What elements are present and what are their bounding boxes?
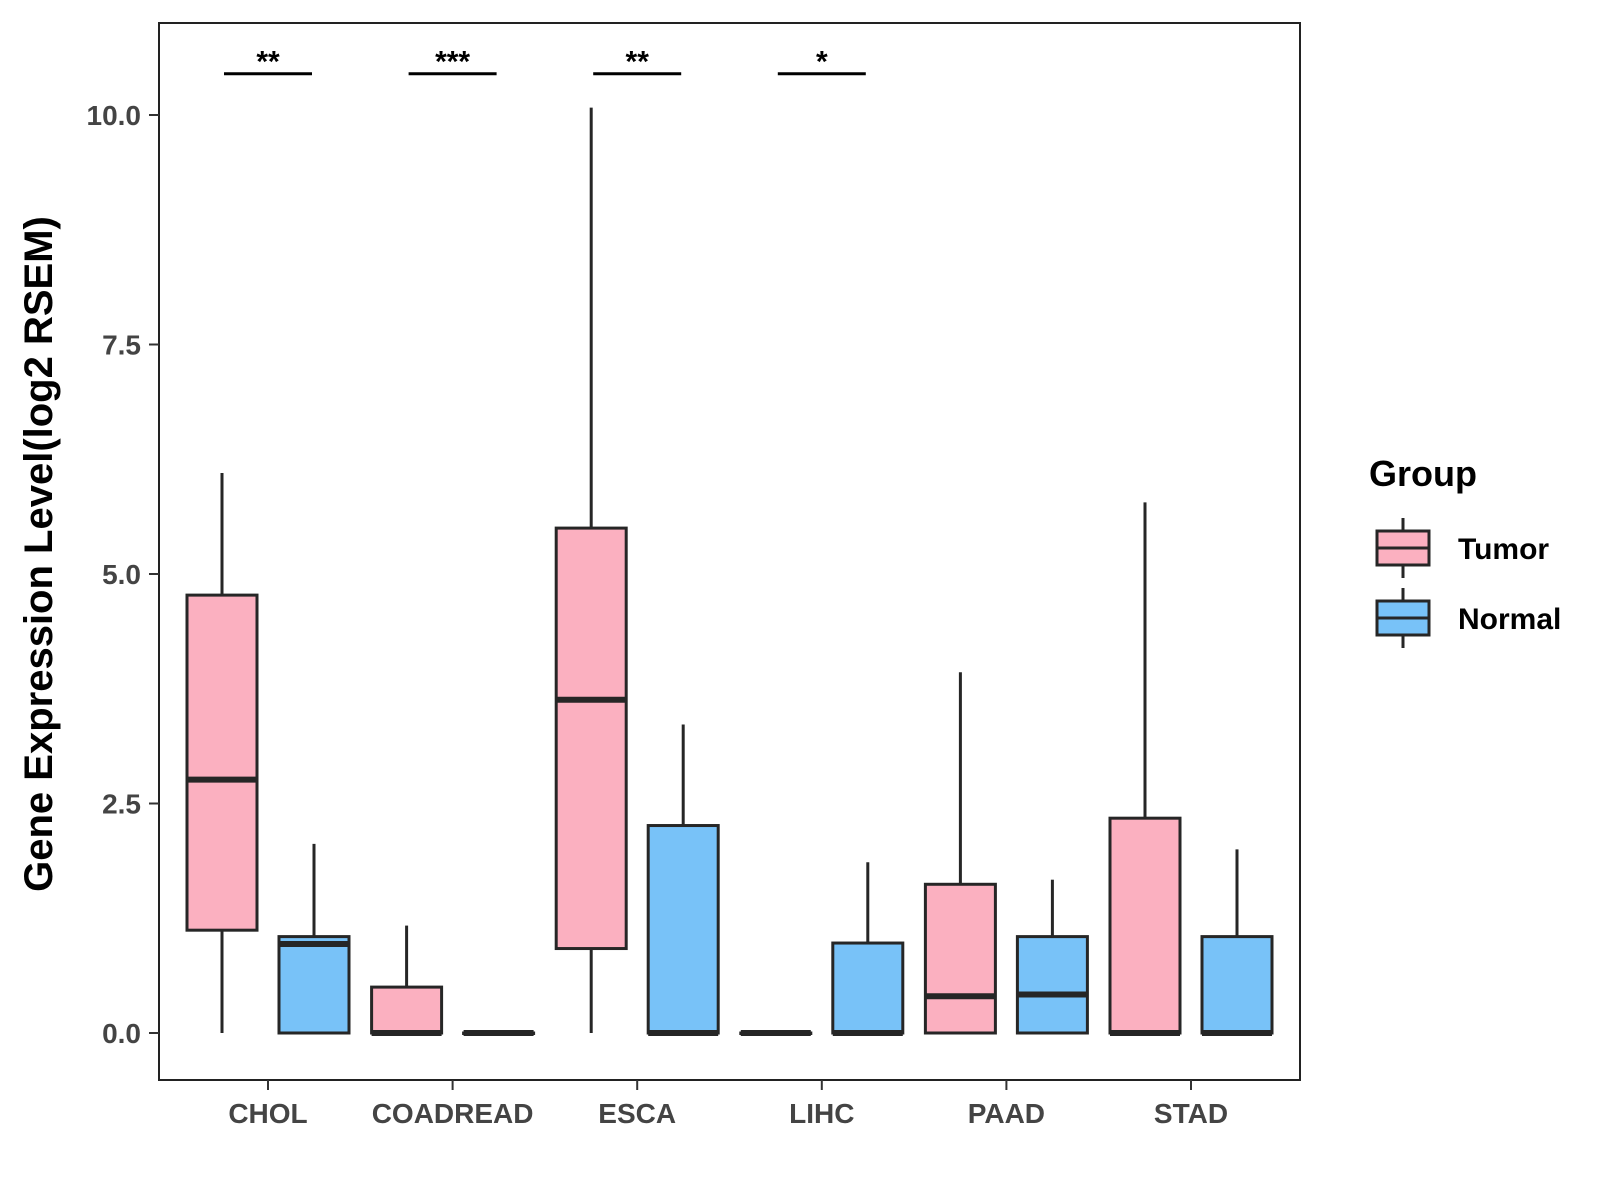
axes: 0.0 2.5 5.0 7.5 10.0 CHOL COADREAD ESCA LIHC PAAD…: [87, 22, 1301, 1129]
significance-coadread: ***: [408, 46, 497, 79]
box-paad-normal: [1015, 879, 1089, 1035]
box-stad-normal: [1200, 849, 1274, 1036]
plot-panel-border: [158, 22, 1301, 1081]
y-tick-label: 7.5: [102, 330, 141, 361]
legend-label-tumor: Tumor: [1458, 533, 1549, 566]
legend: Group Tumor Normal: [1369, 453, 1561, 648]
box-paad-tumor: [923, 672, 997, 1035]
significance-label: ***: [435, 46, 470, 79]
significance-label: **: [626, 46, 650, 79]
box-coadread-tumor: [370, 925, 444, 1036]
box-body: [923, 882, 997, 1035]
y-tick-label: 5.0: [102, 559, 141, 590]
legend-key-tumor: Tumor: [1375, 518, 1549, 578]
box-body: [1108, 816, 1182, 1035]
significance-lihc: *: [777, 46, 866, 79]
significance-label: **: [256, 46, 280, 79]
box-body: [831, 941, 905, 1035]
box-body: [646, 824, 720, 1035]
x-tick-label-chol: CHOL: [228, 1098, 307, 1129]
box-chol-normal: [277, 843, 351, 1035]
box-lihc-normal: [831, 862, 905, 1036]
box-body: [277, 935, 351, 1035]
plot-area: ** *** ** *: [185, 46, 1274, 1036]
box-lihc-tumor: [739, 1030, 813, 1036]
y-tick-label: 0.0: [102, 1018, 141, 1049]
significance-label: *: [816, 46, 828, 79]
y-tick-label: 10.0: [87, 100, 142, 131]
significance-chol: **: [224, 46, 312, 79]
box-esca-normal: [646, 724, 720, 1036]
x-tick-label-lihc: LIHC: [789, 1098, 854, 1129]
box-body: [554, 526, 628, 951]
y-axis-title: Gene Expression Level(log2 RSEM): [17, 216, 61, 892]
y-tick-label: 2.5: [102, 789, 141, 820]
x-tick-label-coadread: COADREAD: [372, 1098, 534, 1129]
x-tick-label-paad: PAAD: [968, 1098, 1045, 1129]
significance-esca: **: [593, 46, 682, 79]
box-body: [1015, 935, 1089, 1035]
legend-title: Group: [1369, 453, 1477, 494]
box-stad-tumor: [1108, 502, 1182, 1036]
box-body: [370, 985, 444, 1035]
legend-label-normal: Normal: [1458, 603, 1561, 636]
box-coadread-normal: [462, 1030, 536, 1036]
box-chol-tumor: [185, 473, 259, 1033]
box-body: [185, 593, 259, 932]
legend-key-normal: Normal: [1375, 588, 1561, 648]
x-tick-label-stad: STAD: [1154, 1098, 1228, 1129]
x-tick-label-esca: ESCA: [598, 1098, 676, 1129]
box-body: [1200, 935, 1274, 1035]
box-esca-tumor: [554, 107, 628, 1033]
